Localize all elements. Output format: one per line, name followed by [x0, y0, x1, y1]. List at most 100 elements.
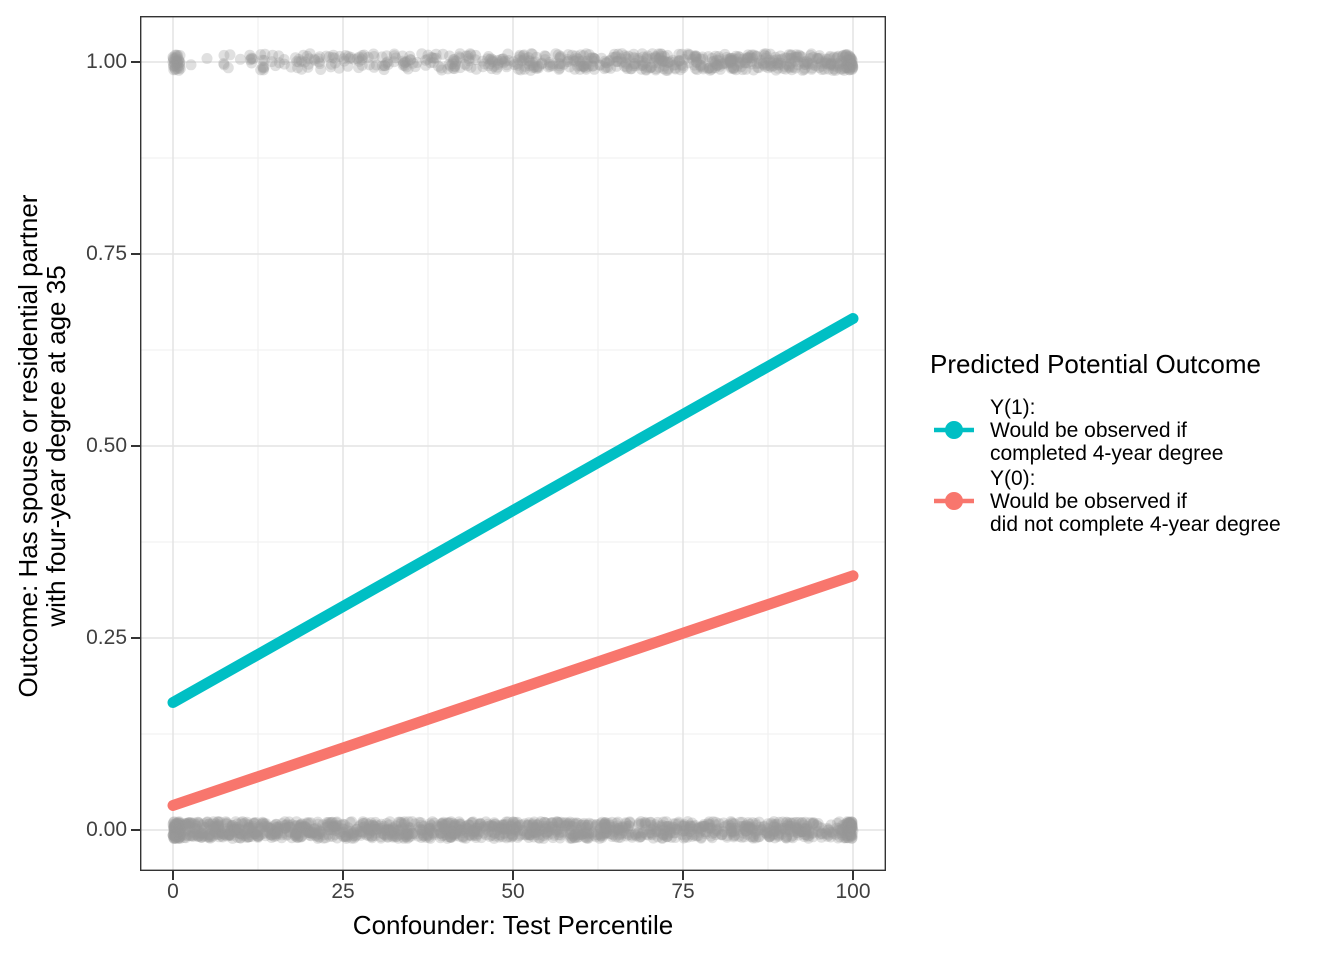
data-point: [510, 824, 522, 836]
data-point: [427, 827, 439, 839]
data-point: [616, 48, 628, 60]
data-point: [446, 829, 458, 841]
data-point: [509, 819, 521, 831]
data-point: [580, 822, 592, 834]
data-point: [529, 56, 541, 68]
data-point: [640, 824, 652, 836]
data-point: [737, 64, 748, 76]
data-point: [364, 820, 376, 832]
data-point: [455, 818, 467, 830]
data-point: [428, 829, 440, 841]
data-point: [545, 817, 557, 829]
data-point: [209, 825, 221, 837]
data-point: [753, 62, 765, 74]
data-point: [761, 823, 773, 835]
data-point: [590, 819, 602, 831]
data-point: [488, 60, 500, 72]
data-point: [608, 824, 619, 836]
data-point: [168, 826, 180, 838]
data-point: [449, 819, 461, 830]
data-point: [716, 828, 728, 840]
data-point: [788, 817, 800, 829]
data-point: [486, 55, 498, 67]
data-point: [445, 831, 457, 843]
data-point: [488, 832, 500, 844]
data-point: [733, 51, 745, 62]
data-point: [612, 816, 624, 828]
data-point: [711, 59, 723, 71]
data-point: [625, 63, 637, 75]
data-point: [629, 829, 641, 841]
data-point: [388, 822, 399, 834]
data-point: [841, 62, 853, 74]
data-point: [547, 817, 559, 829]
data-point: [174, 831, 186, 843]
data-point: [449, 61, 461, 72]
data-point: [334, 828, 346, 840]
data-point: [395, 818, 407, 830]
data-point: [170, 832, 181, 844]
data-point: [798, 831, 810, 843]
data-point: [171, 830, 183, 842]
data-point: [305, 817, 317, 829]
data-point: [843, 57, 855, 69]
data-point: [369, 823, 380, 835]
data-point: [215, 826, 227, 838]
data-point: [448, 821, 460, 833]
data-point: [844, 827, 856, 839]
data-point: [174, 60, 186, 71]
data-point: [435, 821, 447, 833]
data-point: [294, 821, 306, 833]
data-point: [744, 822, 756, 834]
data-point: [314, 58, 326, 70]
data-point: [645, 816, 657, 828]
data-point: [844, 825, 856, 837]
data-point: [780, 63, 792, 75]
data-point: [656, 55, 668, 67]
data-point: [733, 53, 744, 65]
data-point: [792, 56, 804, 67]
data-point: [786, 817, 798, 829]
data-point: [170, 832, 181, 844]
data-point: [237, 816, 248, 828]
data-point: [554, 819, 566, 831]
data-point: [231, 827, 243, 839]
data-point: [641, 61, 653, 73]
data-point: [587, 52, 599, 64]
data-point: [788, 825, 800, 837]
data-point: [725, 57, 737, 69]
data-point: [604, 819, 616, 831]
data-point: [540, 50, 552, 62]
data-point: [271, 827, 283, 839]
data-point: [430, 48, 442, 60]
data-point: [730, 825, 742, 837]
data-point: [782, 819, 794, 831]
data-point: [357, 818, 369, 830]
data-point: [661, 831, 673, 842]
data-point: [496, 822, 508, 834]
data-point: [186, 826, 198, 838]
data-point: [845, 821, 857, 833]
data-point: [504, 825, 516, 837]
data-point: [673, 54, 685, 66]
data-point: [647, 832, 659, 844]
data-point: [402, 828, 413, 840]
data-point: [747, 831, 759, 843]
data-point: [425, 823, 436, 835]
scatter-band-y0: [167, 816, 859, 844]
data-point: [430, 52, 442, 64]
data-point: [756, 824, 768, 836]
data-point: [844, 54, 856, 66]
data-point: [174, 823, 186, 834]
data-point: [599, 822, 611, 834]
data-point: [798, 819, 810, 831]
data-point: [542, 826, 554, 838]
data-point: [694, 822, 706, 834]
data-point: [322, 821, 334, 833]
data-point: [483, 825, 495, 837]
data-point: [249, 828, 261, 839]
data-point: [603, 55, 615, 67]
data-point: [167, 53, 179, 64]
data-point: [468, 828, 480, 840]
data-point: [173, 827, 185, 839]
